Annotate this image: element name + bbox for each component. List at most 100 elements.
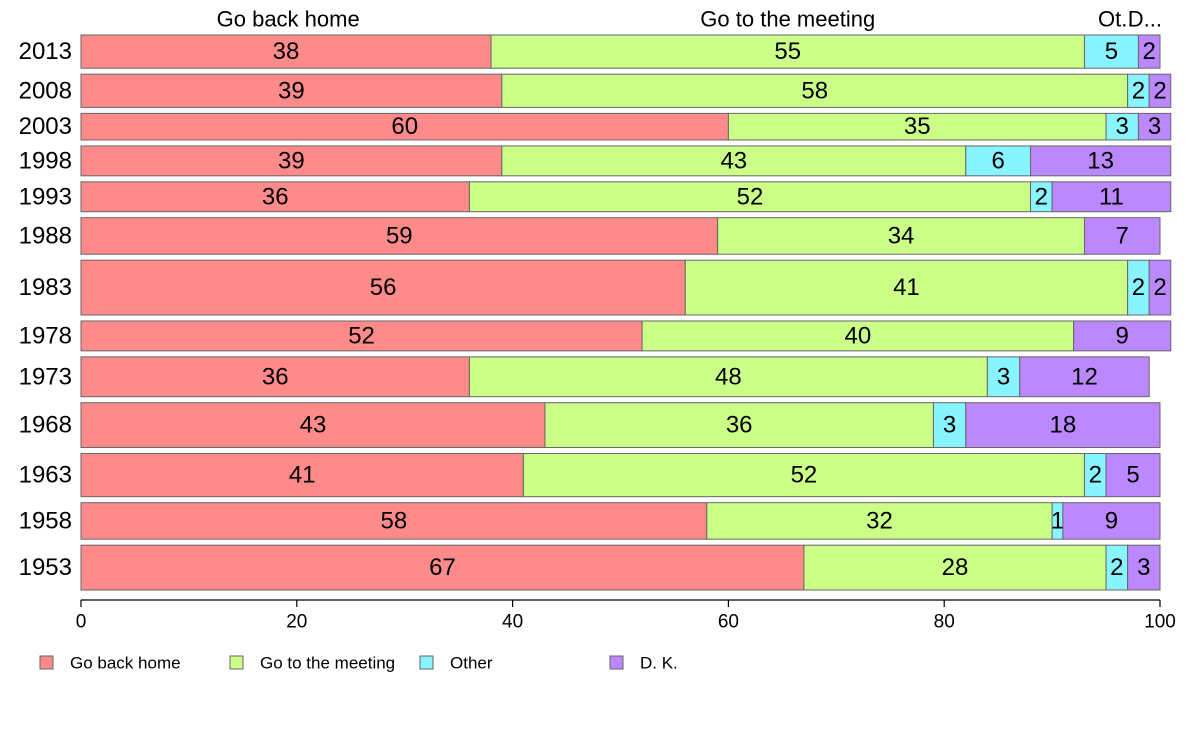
- y-tick-label: 1978: [19, 322, 72, 349]
- data-label: 2: [1153, 77, 1166, 104]
- bar-segment: [1030, 145, 1172, 177]
- bar-segment: [80, 356, 470, 398]
- bar-segment: [501, 145, 967, 177]
- data-label: 52: [791, 462, 818, 489]
- x-tick-label: 60: [718, 612, 739, 633]
- data-label: 36: [726, 412, 753, 439]
- data-label: 38: [273, 38, 300, 65]
- bar-segment: [986, 356, 1021, 398]
- bar-segment: [717, 217, 1085, 255]
- bar-segment: [1083, 217, 1161, 255]
- data-label: 2: [1143, 38, 1156, 65]
- y-tick-label: 1953: [19, 554, 72, 581]
- data-label: 67: [429, 554, 456, 581]
- y-tick-label: 2013: [19, 38, 72, 65]
- bar-segment: [1105, 453, 1161, 498]
- bar-segment: [1019, 356, 1150, 398]
- x-tick-label: 0: [76, 612, 87, 633]
- data-label: 1: [1051, 507, 1064, 534]
- data-label: 60: [391, 113, 418, 140]
- column-label-dk: D...: [1128, 7, 1162, 32]
- bar-segment: [80, 181, 470, 213]
- data-label: 3: [1137, 554, 1150, 581]
- legend-label: D. K.: [640, 654, 678, 673]
- bar-segment: [501, 73, 1129, 108]
- data-label: 2: [1153, 274, 1166, 301]
- bar-segment: [706, 502, 1053, 540]
- data-label: 56: [370, 274, 397, 301]
- data-label: 2: [1132, 274, 1145, 301]
- data-label: 55: [774, 38, 801, 65]
- legend-swatch: [39, 655, 54, 670]
- x-tick-label: 80: [934, 612, 955, 633]
- legend-label: Go back home: [70, 654, 181, 673]
- data-label: 12: [1071, 363, 1098, 390]
- column-label-go-back-home: Go back home: [217, 7, 360, 32]
- y-tick-label: 1993: [19, 183, 72, 210]
- data-label: 43: [300, 412, 327, 439]
- data-label: 52: [737, 183, 764, 210]
- data-label: 18: [1050, 412, 1077, 439]
- data-label: 6: [991, 147, 1004, 174]
- legend-label: Go to the meeting: [260, 654, 395, 673]
- bar-segment: [80, 402, 546, 449]
- bar-segment: [80, 259, 686, 316]
- x-tick-label: 100: [1144, 612, 1176, 633]
- y-tick-label: 2003: [19, 113, 72, 140]
- data-label: 36: [262, 183, 289, 210]
- data-label: 3: [1116, 113, 1129, 140]
- legend-label: Other: [450, 654, 493, 673]
- data-label: 58: [381, 507, 408, 534]
- data-label: 9: [1105, 507, 1118, 534]
- data-label: 28: [942, 554, 969, 581]
- data-label: 13: [1087, 147, 1114, 174]
- data-label: 32: [866, 507, 893, 534]
- bar-segment: [80, 145, 503, 177]
- legend-swatch: [609, 655, 624, 670]
- data-label: 36: [262, 363, 289, 390]
- column-label-go-to-the-meeting: Go to the meeting: [700, 7, 875, 32]
- data-label: 2: [1132, 77, 1145, 104]
- bar-segment: [1148, 73, 1172, 108]
- bar-segment: [80, 544, 805, 591]
- data-label: 3: [997, 363, 1010, 390]
- data-label: 9: [1116, 322, 1129, 349]
- bar-segment: [522, 453, 1085, 498]
- legend-swatch: [229, 655, 244, 670]
- y-tick-label: 1973: [19, 363, 72, 390]
- data-label: 5: [1126, 462, 1139, 489]
- bar-segment: [1137, 34, 1161, 69]
- bar-segment: [80, 73, 503, 108]
- y-tick-label: 1998: [19, 147, 72, 174]
- bar-segment: [641, 320, 1075, 352]
- bar-segment: [1051, 181, 1172, 213]
- data-label: 58: [801, 77, 828, 104]
- x-tick-label: 40: [502, 612, 523, 633]
- column-header-labels: Go back home Go to the meeting Ot..D...: [217, 7, 1162, 32]
- bar-segment: [965, 402, 1161, 449]
- data-label: 5: [1105, 38, 1118, 65]
- bar-segment: [80, 502, 708, 540]
- data-label: 59: [386, 222, 413, 249]
- bar-segment: [727, 112, 1107, 141]
- data-label: 41: [289, 462, 316, 489]
- data-label: 35: [904, 113, 931, 140]
- bar-segment: [1148, 259, 1172, 316]
- data-label: 43: [720, 147, 747, 174]
- bar-segment: [1062, 502, 1161, 540]
- bar-segment: [468, 356, 988, 398]
- y-tick-label: 1958: [19, 507, 72, 534]
- legend-swatch: [419, 655, 434, 670]
- bar-segment: [1127, 544, 1161, 591]
- y-axis-labels: 2013 2008 2003 1998 1993 1988 1983 1978 1973 1968…: [19, 38, 72, 581]
- bar-segment: [684, 259, 1129, 316]
- bar-segment: [80, 320, 643, 352]
- bar-segment: [1137, 112, 1172, 141]
- y-tick-label: 1963: [19, 462, 72, 489]
- y-tick-label: 1983: [19, 274, 72, 301]
- bar-segment: [80, 112, 729, 141]
- y-tick-label: 2008: [19, 77, 72, 104]
- y-tick-label: 1988: [19, 222, 72, 249]
